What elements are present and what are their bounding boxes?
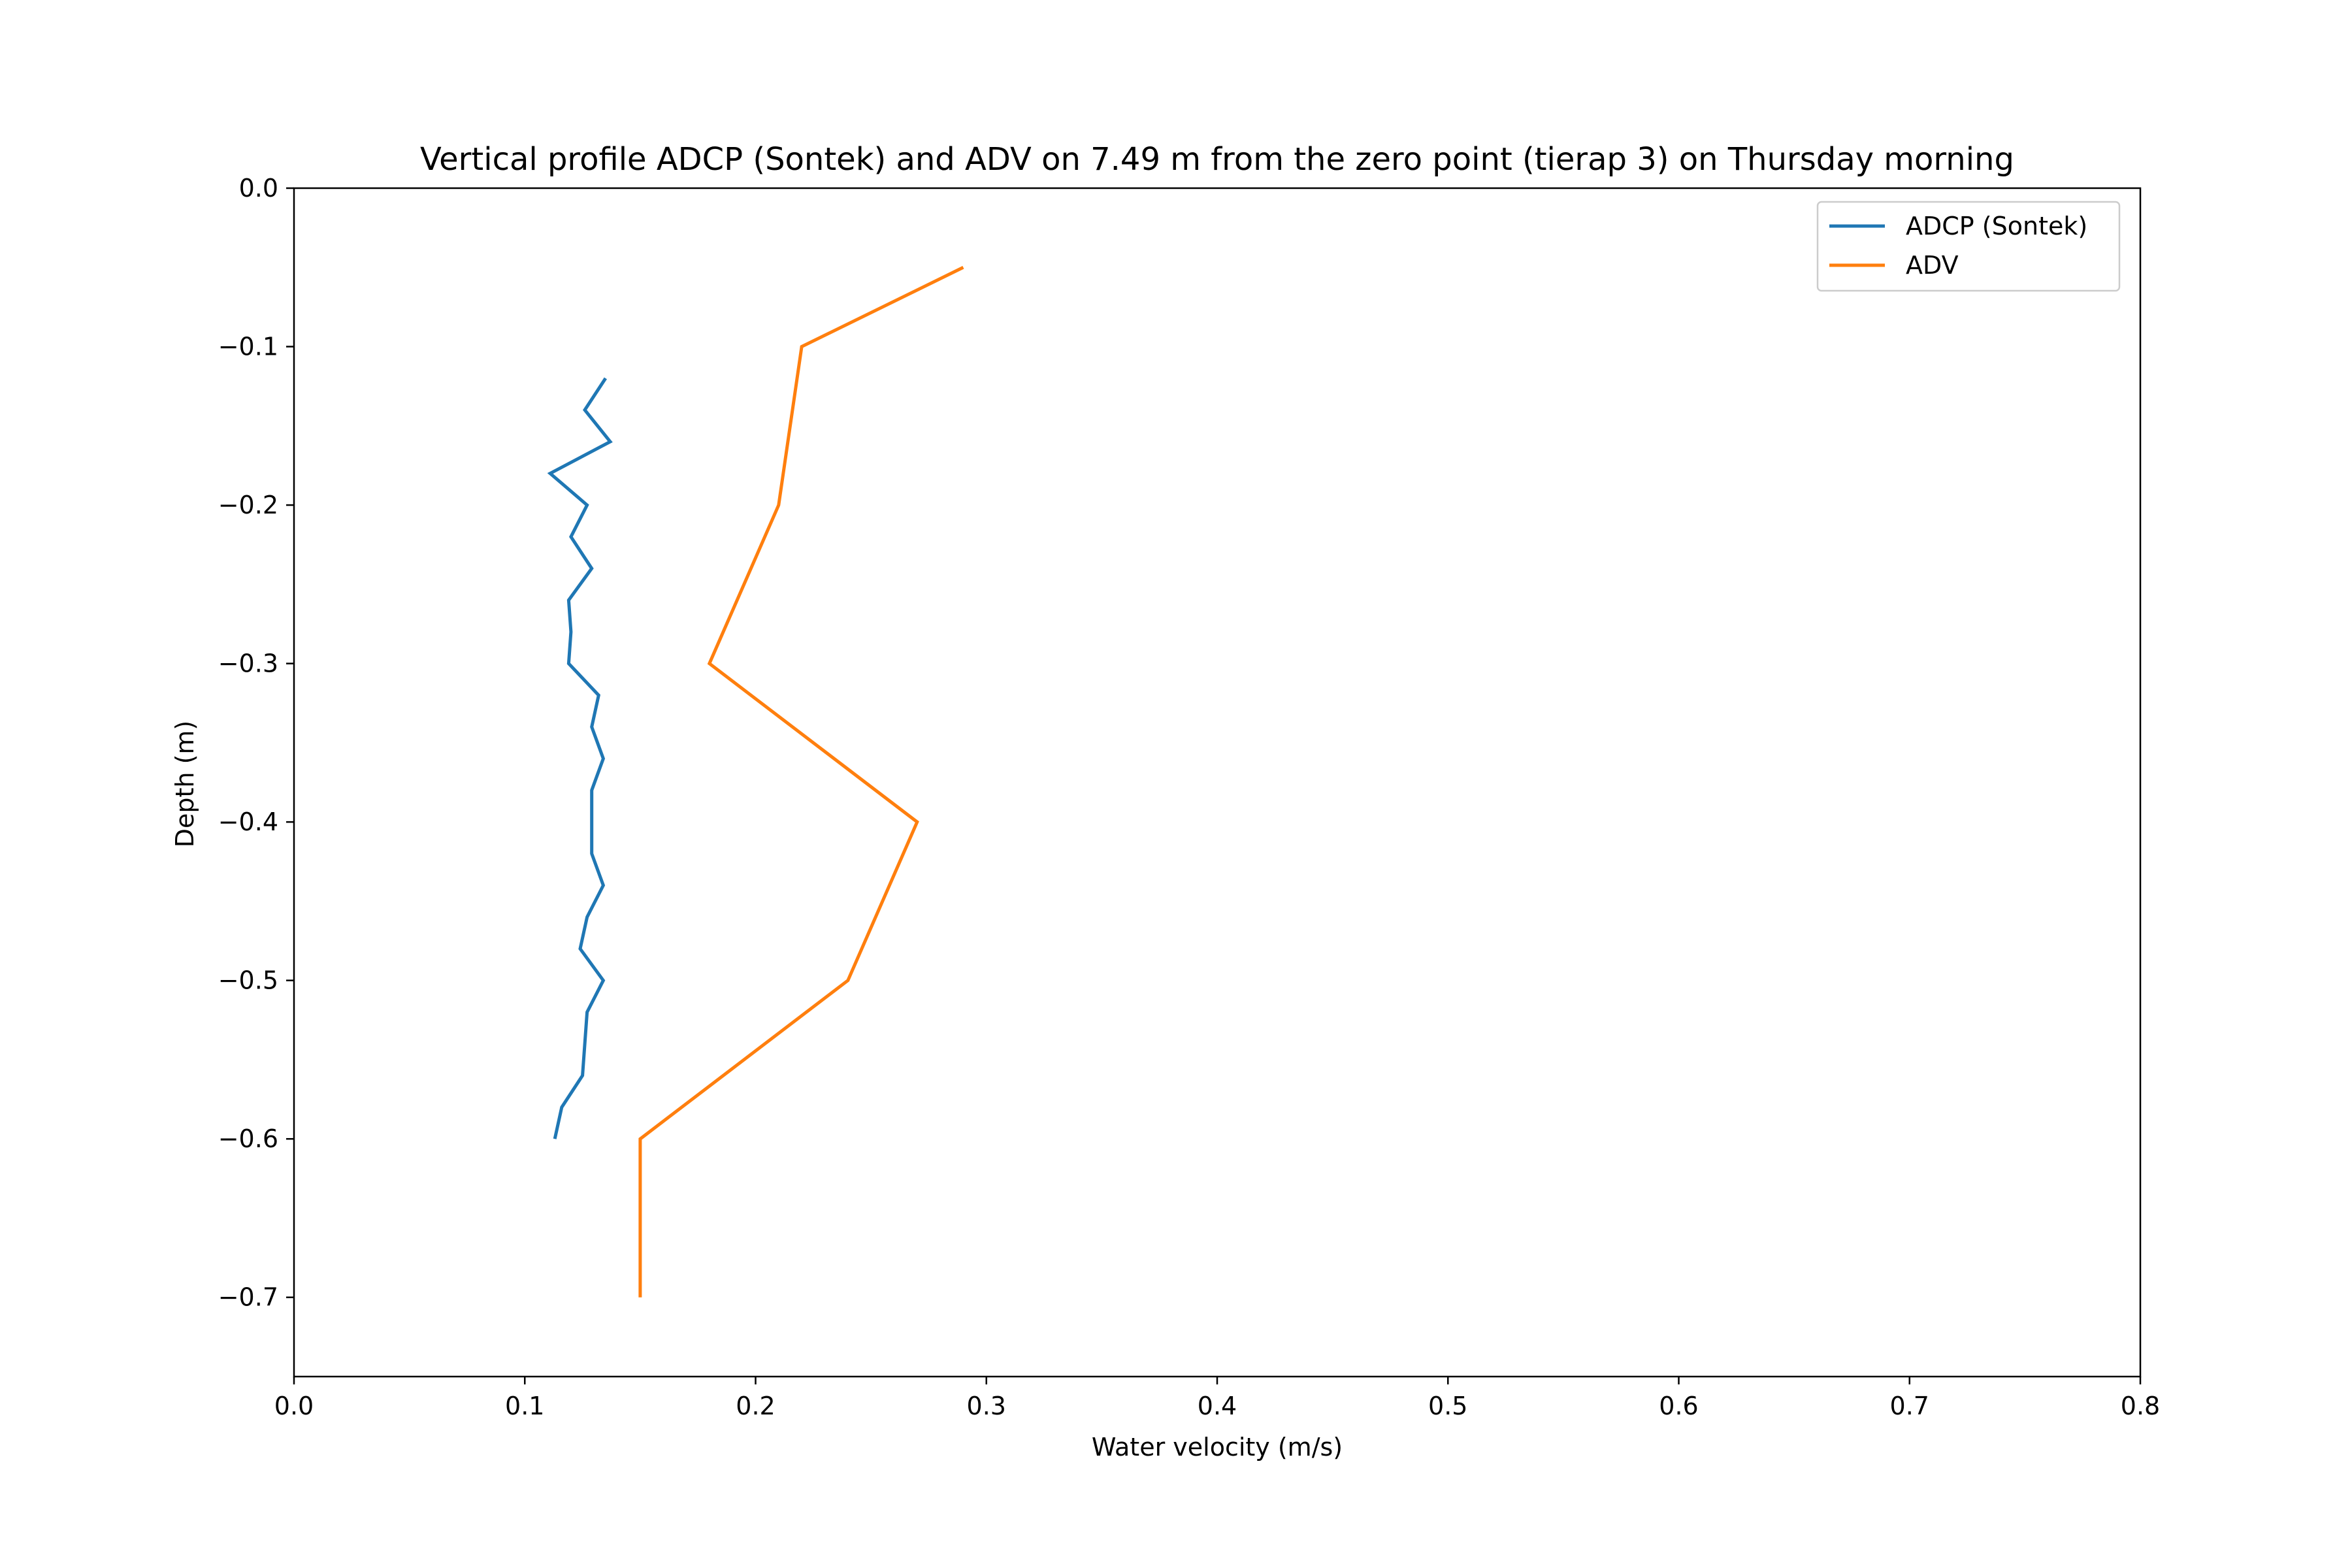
- y-tick-label: −0.6: [218, 1124, 278, 1153]
- y-axis-ticks: 0.0 −0.1 −0.2 −0.3 −0.4 −0.5 −0.6 −0.7: [218, 174, 294, 1312]
- x-tick-label: 0.3: [967, 1392, 1006, 1420]
- x-tick-label: 0.8: [2121, 1392, 2160, 1420]
- x-tick-label: 0.1: [505, 1392, 544, 1420]
- y-tick-label: −0.7: [218, 1283, 278, 1312]
- x-tick-label: 0.2: [736, 1392, 775, 1420]
- y-tick-label: 0.0: [239, 174, 278, 203]
- legend: ADCP (Sontek) ADV: [1816, 201, 2121, 292]
- y-tick-label: −0.2: [218, 491, 278, 519]
- series-line-0: [547, 377, 613, 1139]
- x-tick-label: 0.4: [1198, 1392, 1237, 1420]
- y-tick-label: −0.1: [218, 333, 278, 361]
- legend-label-0: ADCP (Sontek): [1906, 212, 2087, 240]
- x-axis-label: Water velocity (m/s): [1092, 1433, 1343, 1462]
- legend-box: [1816, 201, 2121, 292]
- x-axis-ticks: 0.0 0.1 0.2 0.3 0.4 0.5 0.6 0.7 0.8: [274, 1377, 2160, 1420]
- y-axis-label: Depth (m): [171, 721, 199, 848]
- legend-label-1: ADV: [1906, 251, 1959, 280]
- chart-title: Vertical profile ADCP (Sontek) and ADV o…: [420, 141, 2014, 178]
- y-tick-label: −0.4: [218, 808, 278, 836]
- y-tick-label: −0.5: [218, 966, 278, 995]
- x-tick-label: 0.7: [1890, 1392, 1929, 1420]
- series-line-1: [638, 266, 964, 1298]
- x-tick-label: 0.0: [274, 1392, 314, 1420]
- y-tick-label: −0.3: [218, 649, 278, 678]
- x-tick-label: 0.5: [1428, 1392, 1467, 1420]
- x-tick-label: 0.6: [1659, 1392, 1698, 1420]
